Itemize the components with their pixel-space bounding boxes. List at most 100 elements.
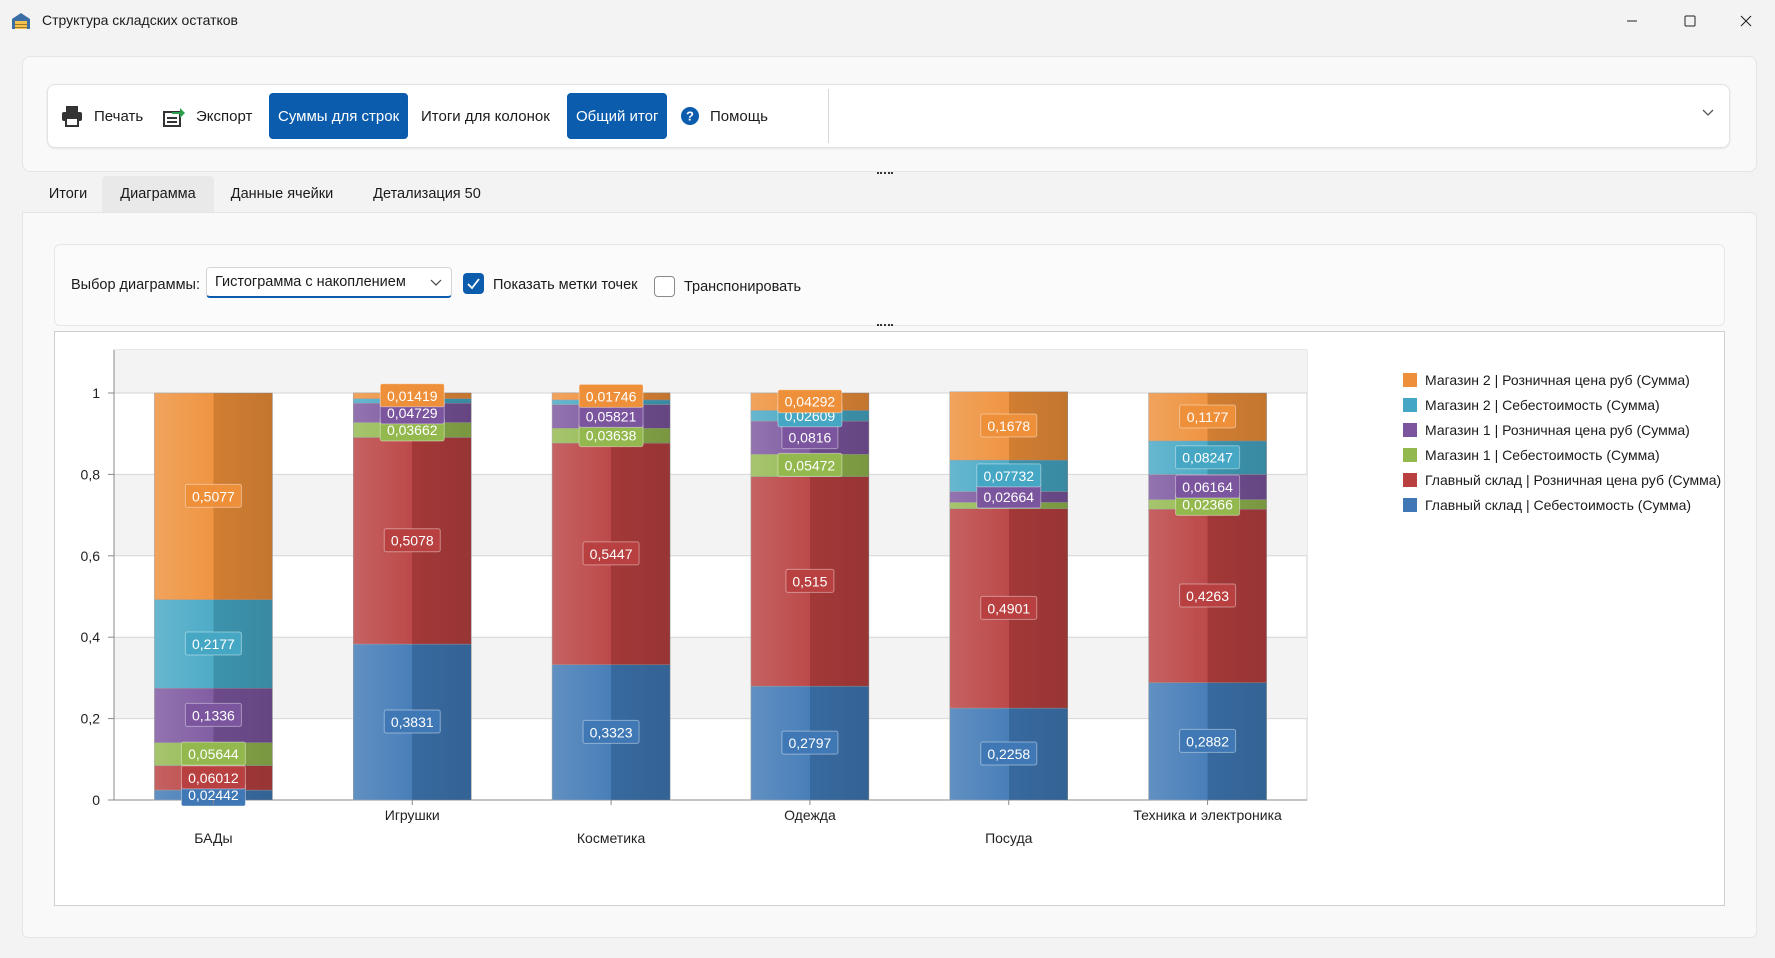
data-label-box bbox=[777, 452, 843, 477]
transpose-label: Транспонировать bbox=[684, 279, 802, 295]
tab-label: Данные ячейки bbox=[230, 186, 334, 202]
data-label: 0,5077 bbox=[192, 488, 235, 504]
x-tick-label: Косметика bbox=[577, 830, 646, 846]
row-sums-button[interactable]: Суммы для строк bbox=[269, 93, 409, 139]
printer-icon bbox=[62, 106, 82, 127]
grid-band bbox=[114, 350, 1307, 393]
window-title: Структура складских остатков bbox=[42, 12, 238, 28]
plot-area bbox=[113, 349, 1308, 801]
grand-total-label: Общий итог bbox=[576, 107, 659, 125]
data-label-box bbox=[1179, 728, 1237, 753]
chart-type-value: Гистограмма с накоплением bbox=[215, 274, 406, 290]
close-button[interactable] bbox=[1717, 0, 1775, 42]
x-tick-label: Техника и электроника bbox=[1133, 807, 1282, 823]
data-label-box bbox=[379, 383, 445, 408]
x-tick-label: Посуда bbox=[985, 830, 1033, 846]
column-totals-button[interactable]: Итоги для колонок bbox=[421, 93, 550, 139]
export-button[interactable]: Экспорт bbox=[162, 93, 252, 139]
legend-label: Магазин 1 | Розничная цена руб (Сумма) bbox=[1425, 422, 1690, 438]
data-label-box bbox=[184, 702, 242, 727]
data-label: 0,3831 bbox=[391, 714, 434, 730]
y-tick-label: 0,2 bbox=[81, 711, 101, 727]
grid-band bbox=[114, 637, 1307, 719]
export-icon bbox=[163, 108, 185, 127]
data-label: 0,05472 bbox=[785, 457, 836, 473]
data-label: 0,02442 bbox=[188, 787, 239, 803]
data-label: 0,01746 bbox=[586, 388, 637, 404]
chart-panel: 0 0,2 0,4 0,6 0,8 1 0,02442 0,06012 0,05644 0,133… bbox=[54, 331, 1725, 906]
legend-item: Магазин 1 | Себестоимость (Сумма) bbox=[1403, 445, 1660, 465]
data-label: 0,1177 bbox=[1187, 409, 1229, 425]
legend-swatch bbox=[1403, 398, 1417, 412]
data-label-box bbox=[184, 483, 242, 508]
data-label: 0,1678 bbox=[987, 418, 1030, 434]
data-label: 0,03638 bbox=[586, 428, 637, 444]
tab-detail-50[interactable]: Детализация 50 bbox=[352, 176, 502, 212]
data-label-box bbox=[781, 730, 839, 755]
legend-swatch bbox=[1403, 498, 1417, 512]
tab-cell-data[interactable]: Данные ячейки bbox=[218, 176, 346, 212]
data-label: 0,2882 bbox=[1186, 733, 1229, 749]
minimize-button[interactable] bbox=[1603, 0, 1661, 42]
warehouse-icon bbox=[12, 13, 30, 29]
splitter-handle[interactable] bbox=[877, 172, 893, 178]
data-label: 0,3323 bbox=[590, 724, 633, 740]
tab-totals[interactable]: Итоги bbox=[36, 176, 100, 212]
data-label-box bbox=[980, 595, 1038, 620]
legend-swatch bbox=[1403, 448, 1417, 462]
data-label-box bbox=[1175, 474, 1241, 499]
title-bar: Структура складских остатков bbox=[0, 0, 1775, 42]
data-label-box bbox=[383, 528, 441, 553]
data-label-box bbox=[383, 709, 441, 734]
close-icon bbox=[1740, 15, 1752, 27]
toolbar-separator bbox=[828, 89, 829, 143]
data-label: 0,05821 bbox=[586, 408, 637, 424]
legend-item: Магазин 2 | Себестоимость (Сумма) bbox=[1403, 395, 1660, 415]
legend-label: Магазин 1 | Себестоимость (Сумма) bbox=[1425, 447, 1660, 463]
data-label: 0,4263 bbox=[1186, 588, 1229, 604]
x-tick-label: БАДы bbox=[194, 830, 232, 846]
data-label-box bbox=[1179, 583, 1237, 608]
data-label-box bbox=[976, 463, 1042, 488]
show-labels-checkbox[interactable] bbox=[463, 273, 484, 294]
x-tick-label: Игрушки bbox=[385, 807, 440, 823]
legend-item: Магазин 1 | Розничная цена руб (Сумма) bbox=[1403, 420, 1690, 440]
data-label: 0,2258 bbox=[987, 746, 1030, 762]
data-label: 0,0816 bbox=[789, 430, 832, 446]
data-label-box bbox=[980, 413, 1038, 438]
data-label: 0,05644 bbox=[188, 746, 239, 762]
help-button[interactable]: ? Помощь bbox=[680, 93, 768, 139]
data-label: 0,515 bbox=[792, 573, 827, 589]
splitter-handle[interactable] bbox=[877, 324, 893, 330]
data-label: 0,5447 bbox=[590, 546, 633, 562]
chevron-down-icon[interactable] bbox=[1701, 105, 1715, 119]
tab-label: Детализация 50 bbox=[373, 186, 481, 202]
help-label: Помощь bbox=[710, 107, 768, 125]
print-button[interactable]: Печать bbox=[60, 93, 143, 139]
toolbar: Печать Экспорт Суммы для строк Итоги для… bbox=[47, 84, 1730, 148]
y-tick-label: 0,8 bbox=[81, 466, 101, 482]
data-label-box bbox=[180, 765, 246, 790]
data-label: 0,01419 bbox=[387, 388, 438, 404]
data-label: 0,4901 bbox=[987, 600, 1030, 616]
transpose-checkbox[interactable] bbox=[654, 276, 675, 297]
data-label: 0,04729 bbox=[387, 405, 438, 421]
y-tick-label: 0,4 bbox=[81, 629, 101, 645]
grid-band bbox=[114, 474, 1307, 556]
grand-total-button[interactable]: Общий итог bbox=[567, 93, 668, 139]
data-label: 0,06164 bbox=[1182, 479, 1233, 495]
data-label: 0,2797 bbox=[789, 735, 832, 751]
y-tick-label: 1 bbox=[92, 385, 100, 401]
show-labels-label: Показать метки точек bbox=[493, 277, 638, 293]
x-tick-label: Одежда bbox=[784, 807, 836, 823]
data-label-box bbox=[1175, 445, 1241, 470]
data-label-box bbox=[578, 383, 644, 408]
tab-chart[interactable]: Диаграмма bbox=[102, 176, 214, 212]
export-label: Экспорт bbox=[196, 107, 253, 125]
chart-type-select[interactable]: Гистограмма с накоплением bbox=[206, 267, 452, 298]
maximize-button[interactable] bbox=[1661, 0, 1719, 42]
legend-swatch bbox=[1403, 423, 1417, 437]
maximize-icon bbox=[1684, 15, 1696, 27]
data-label-box bbox=[777, 389, 843, 414]
